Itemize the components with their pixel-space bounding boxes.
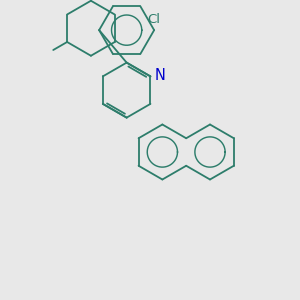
Text: N: N — [154, 68, 165, 83]
Text: Cl: Cl — [148, 13, 160, 26]
